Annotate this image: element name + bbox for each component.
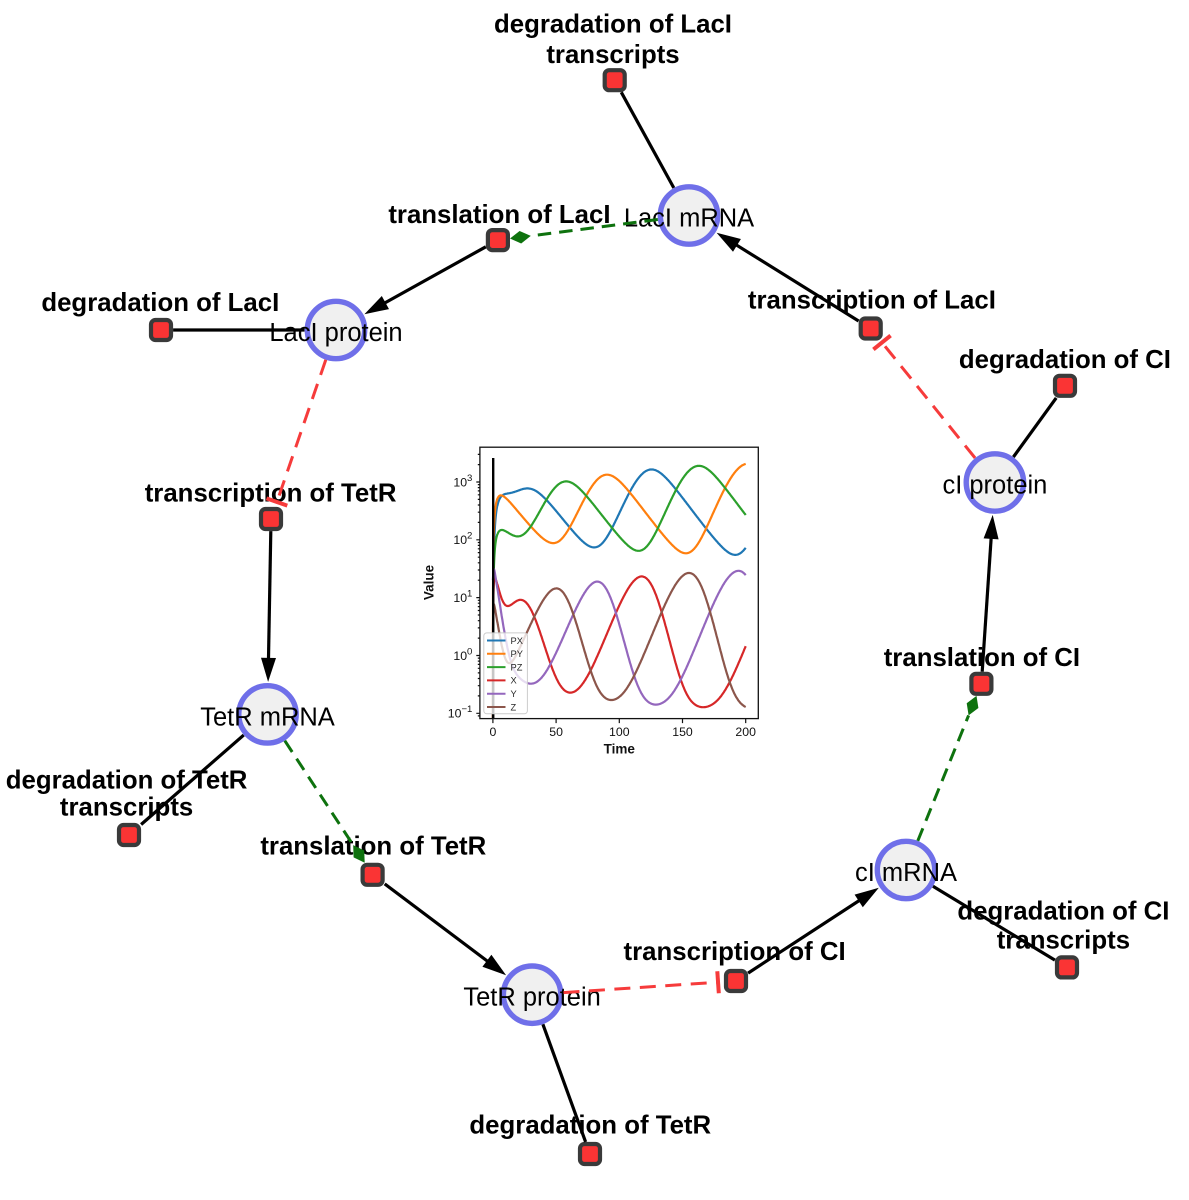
svg-text:Value: Value [422,564,437,600]
svg-text:Z: Z [511,702,517,712]
svg-text:translation of TetR: translation of TetR [260,832,486,860]
svg-text:cI protein: cI protein [942,472,1047,500]
svg-text:50: 50 [549,725,563,739]
svg-text:transcription of TetR: transcription of TetR [145,480,397,508]
svg-text:Time: Time [604,742,636,757]
svg-text:0: 0 [489,725,496,739]
svg-text:PX: PX [511,636,523,646]
svg-text:degradation of TetR: degradation of TetR [6,766,248,794]
svg-text:transcripts: transcripts [546,41,679,69]
svg-text:LacI mRNA: LacI mRNA [624,205,754,233]
svg-text:PZ: PZ [511,662,523,672]
svg-text:LacI protein: LacI protein [269,319,402,347]
svg-text:150: 150 [672,725,693,739]
svg-text:100: 100 [609,725,630,739]
svg-text:200: 200 [735,725,756,739]
svg-text:transcription of CI: transcription of CI [624,938,846,966]
svg-text:TetR mRNA: TetR mRNA [200,703,335,731]
svg-text:transcripts: transcripts [997,927,1130,955]
svg-text:degradation of TetR: degradation of TetR [469,1112,711,1140]
svg-text:PY: PY [511,649,523,659]
svg-text:transcription of LacI: transcription of LacI [748,287,996,315]
svg-text:TetR protein: TetR protein [463,984,601,1012]
svg-text:translation of LacI: translation of LacI [388,201,610,229]
svg-text:degradation of CI: degradation of CI [959,346,1171,374]
svg-text:degradation of LacI: degradation of LacI [41,289,279,317]
svg-text:cI mRNA: cI mRNA [855,859,957,887]
svg-text:degradation of LacI: degradation of LacI [494,11,732,39]
svg-text:X: X [511,676,517,686]
svg-text:Y: Y [511,689,517,699]
